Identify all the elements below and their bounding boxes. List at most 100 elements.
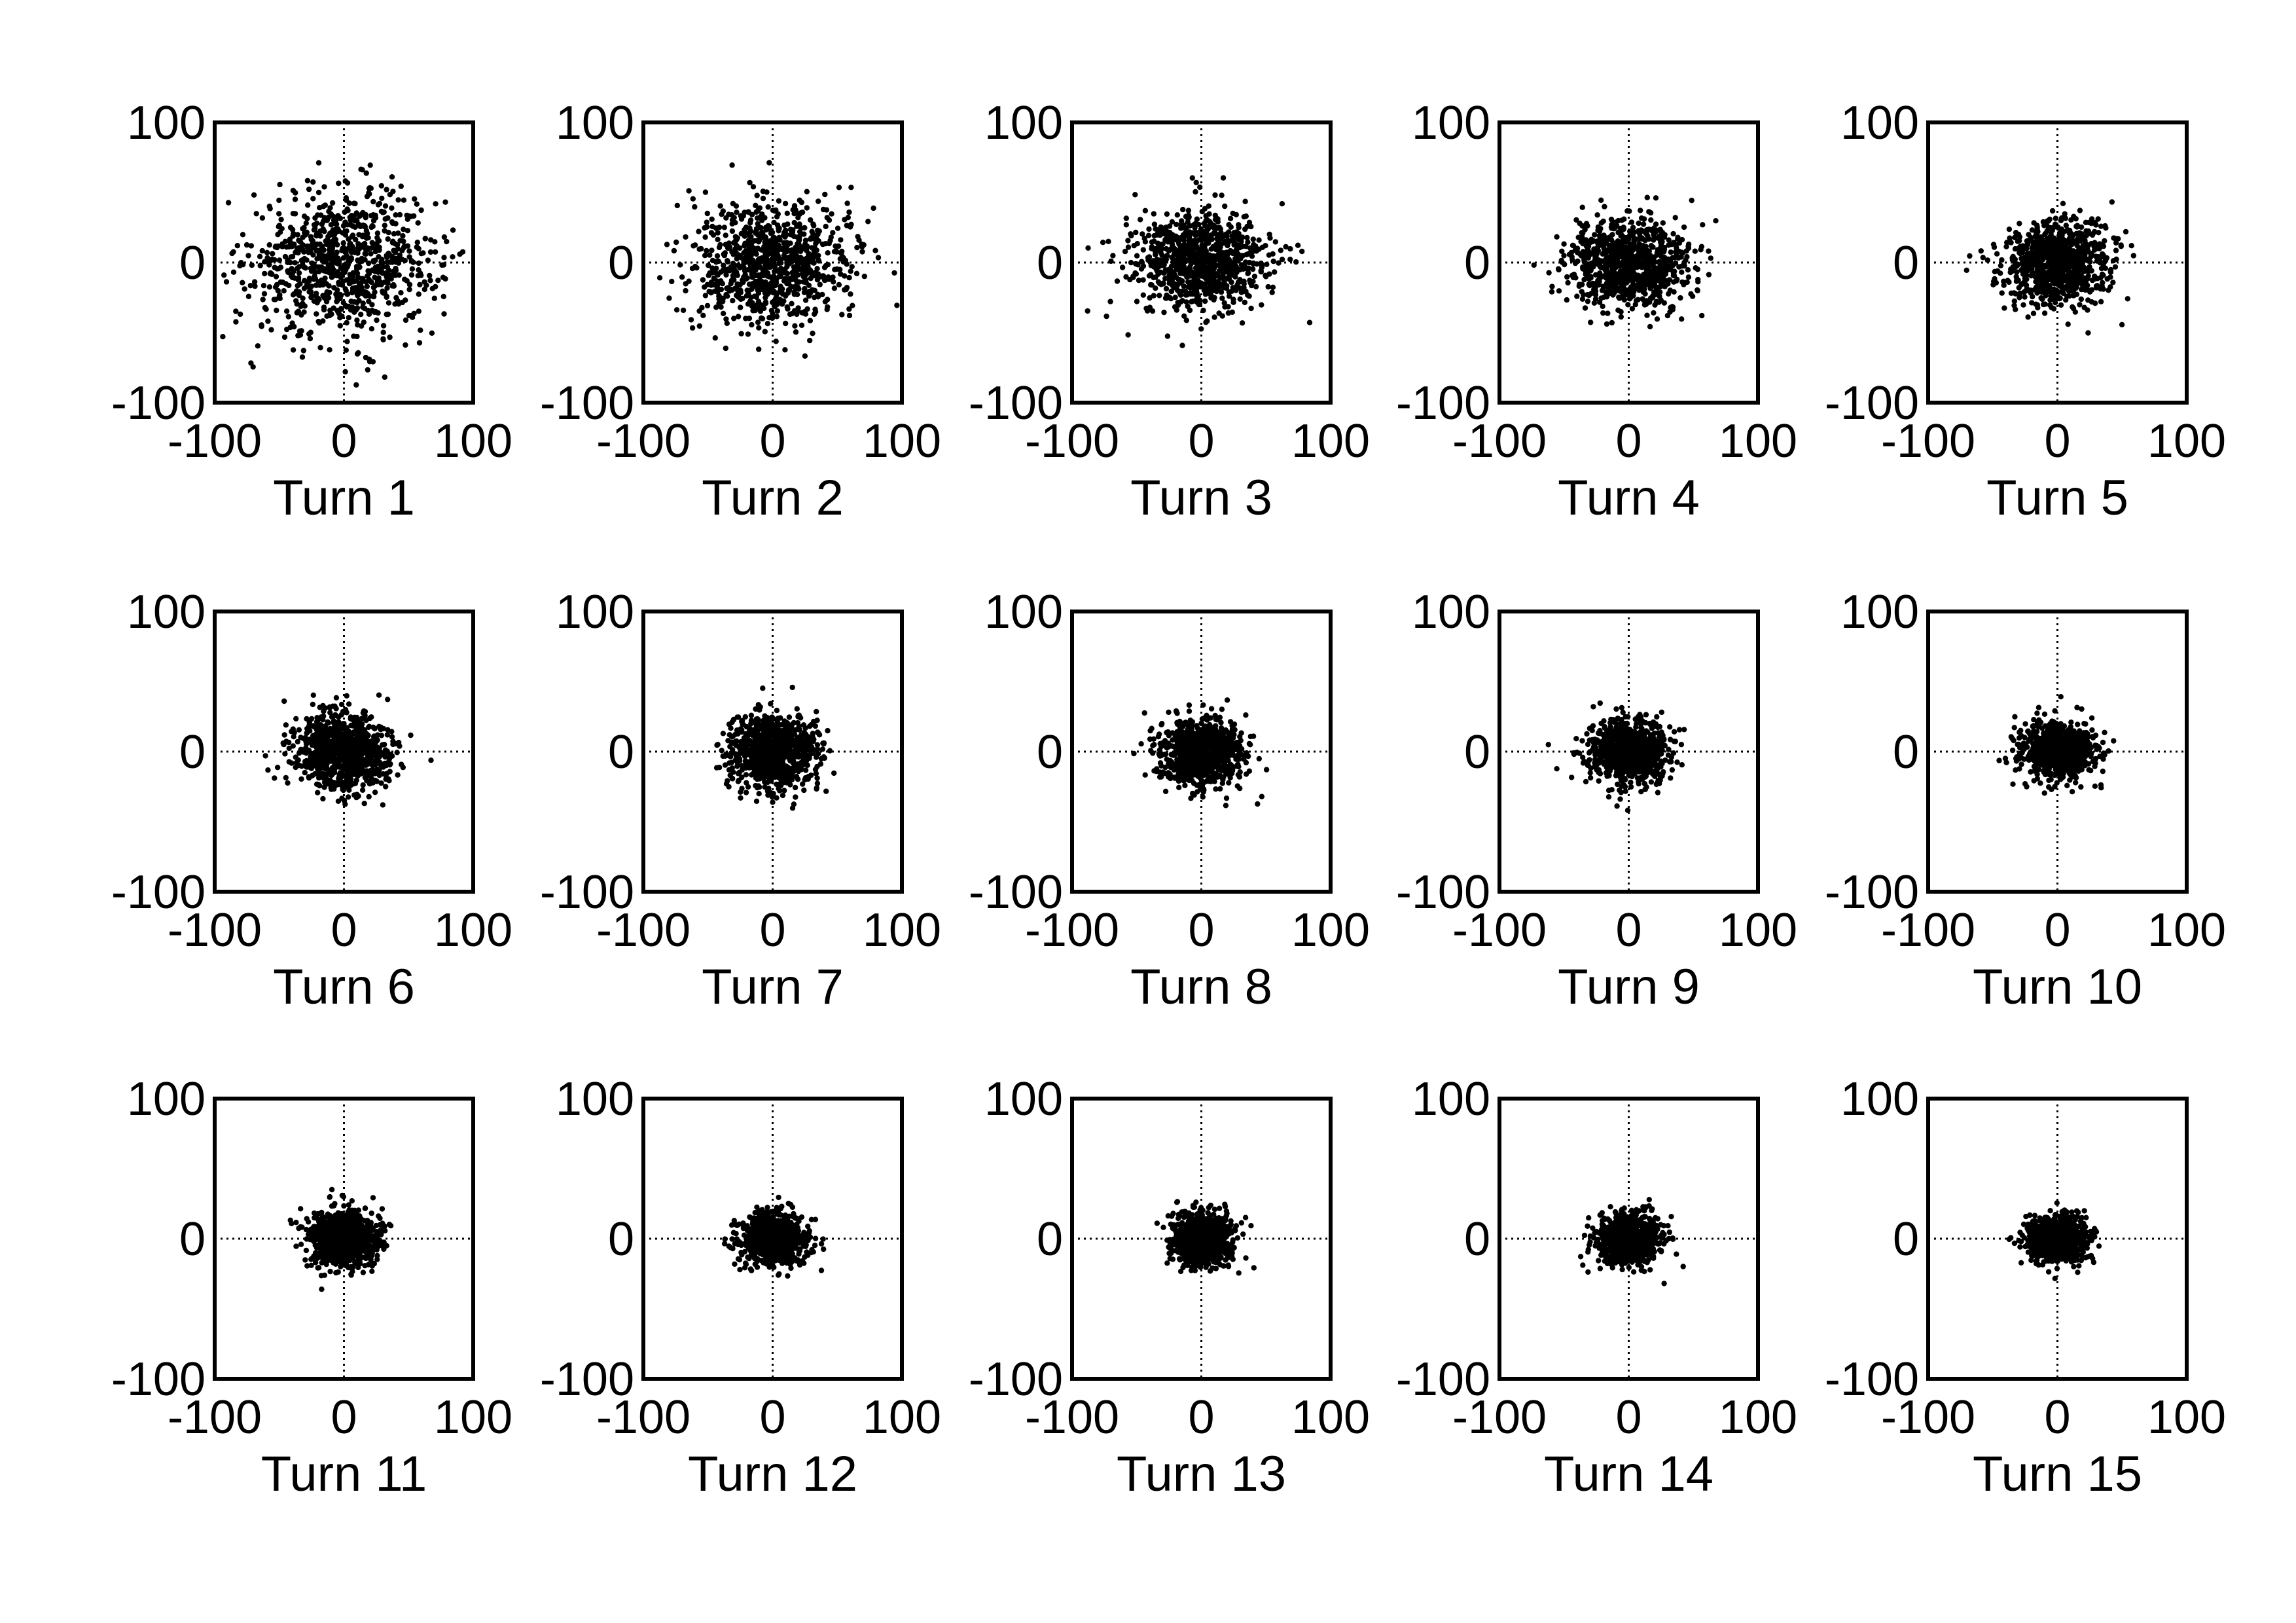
scatter-point bbox=[793, 253, 799, 259]
scatter-point bbox=[1991, 244, 1998, 250]
scatter-point bbox=[370, 217, 377, 224]
scatter-point bbox=[441, 311, 447, 317]
scatter-point bbox=[303, 220, 309, 226]
scatter-point bbox=[769, 229, 776, 236]
scatter-point bbox=[300, 348, 306, 354]
scatter-point bbox=[2043, 264, 2049, 270]
scatter-point bbox=[2063, 223, 2069, 228]
scatter-point bbox=[2041, 301, 2047, 308]
scatter-point bbox=[1531, 262, 1537, 268]
scatter-point bbox=[720, 310, 726, 316]
scatter-point bbox=[812, 295, 817, 301]
scatter-point bbox=[749, 272, 755, 278]
x-tick-label: -100 bbox=[1452, 415, 1547, 467]
scatter-point bbox=[259, 215, 266, 221]
scatter-point bbox=[1171, 251, 1177, 258]
scatter-point bbox=[784, 210, 791, 216]
scatter-point bbox=[789, 301, 795, 306]
scatter-point bbox=[1134, 253, 1140, 259]
scatter-point bbox=[1651, 310, 1657, 316]
scatter-point bbox=[1266, 231, 1272, 238]
scatter-point bbox=[749, 321, 755, 328]
scatter-point bbox=[861, 273, 868, 280]
scatter-point bbox=[416, 340, 423, 346]
scatter-point bbox=[1105, 238, 1111, 244]
scatter-point bbox=[1194, 293, 1201, 300]
scatter-point bbox=[374, 317, 380, 323]
scatter-point bbox=[1651, 225, 1657, 231]
scatter-point bbox=[743, 257, 749, 264]
scatter-point bbox=[331, 232, 337, 238]
scatter-point bbox=[375, 269, 381, 275]
scatter-point bbox=[1134, 299, 1140, 304]
scatter-point bbox=[1609, 225, 1615, 231]
scatter-point bbox=[717, 242, 723, 247]
scatter-point bbox=[2016, 285, 2022, 291]
scatter-point bbox=[816, 198, 821, 204]
scatter-point bbox=[394, 750, 400, 756]
scatter-point bbox=[2072, 240, 2078, 246]
scatter-point bbox=[1220, 175, 1227, 181]
scatter-point bbox=[315, 790, 321, 795]
scatter-point bbox=[301, 309, 307, 315]
scatter-point bbox=[327, 205, 333, 211]
scatter-point bbox=[1123, 222, 1130, 228]
scatter-point bbox=[249, 262, 255, 268]
scatter-point bbox=[2037, 244, 2043, 250]
scatter-point bbox=[1123, 274, 1129, 280]
scatter-point bbox=[317, 344, 323, 351]
scatter-point bbox=[418, 207, 424, 213]
scatter-point bbox=[823, 207, 830, 213]
scatter-point bbox=[427, 249, 434, 255]
scatter-point bbox=[384, 254, 390, 261]
scatter-point bbox=[1175, 266, 1181, 272]
scatter-point bbox=[310, 692, 316, 699]
scatter-point bbox=[2091, 247, 2098, 253]
scatter-point bbox=[734, 210, 740, 215]
scatter-point bbox=[730, 200, 736, 207]
scatter-point bbox=[1978, 248, 1984, 254]
scatter-point bbox=[344, 253, 350, 259]
x-tick-label: 0 bbox=[331, 415, 357, 467]
scatter-point bbox=[404, 228, 410, 234]
scatter-point bbox=[2029, 300, 2035, 306]
scatter-point bbox=[792, 268, 798, 274]
scatter-point bbox=[1561, 241, 1567, 247]
scatter-point bbox=[355, 293, 361, 299]
scatter-point bbox=[1237, 266, 1243, 273]
scatter-point bbox=[1197, 184, 1203, 191]
scatter-point bbox=[315, 160, 322, 166]
scatter-point bbox=[389, 205, 395, 211]
scatter-point bbox=[825, 250, 831, 256]
scatter-point bbox=[329, 200, 336, 206]
scatter-point bbox=[2130, 253, 2136, 259]
scatter-point bbox=[798, 322, 805, 328]
scatter-point bbox=[2066, 285, 2072, 291]
scatter-point bbox=[2006, 227, 2013, 232]
scatter-point bbox=[680, 307, 687, 314]
scatter-point bbox=[836, 185, 842, 191]
scatter-point bbox=[709, 216, 715, 222]
scatter-point bbox=[260, 283, 267, 289]
scatter-point bbox=[2113, 256, 2119, 263]
scatter-point bbox=[362, 305, 368, 312]
scatter-point bbox=[872, 247, 878, 253]
scatter-point bbox=[310, 179, 316, 185]
scatter-point bbox=[2030, 310, 2037, 316]
scatter-point bbox=[291, 241, 297, 247]
scatter-point bbox=[1582, 305, 1588, 311]
scatter-point bbox=[369, 302, 375, 308]
scatter-point bbox=[288, 254, 294, 260]
scatter-point bbox=[262, 270, 268, 277]
scatter-point bbox=[382, 228, 387, 234]
scatter-point bbox=[1140, 292, 1147, 298]
scatter-points bbox=[1964, 199, 2136, 336]
scatter-point bbox=[1151, 221, 1158, 227]
scatter-point bbox=[318, 212, 324, 218]
scatter-point bbox=[1585, 291, 1590, 298]
scatter-point bbox=[1695, 276, 1701, 283]
scatter-point bbox=[2044, 274, 2051, 280]
scatter-point bbox=[404, 278, 410, 284]
scatter-point bbox=[414, 201, 420, 207]
scatter-point bbox=[1251, 274, 1258, 280]
